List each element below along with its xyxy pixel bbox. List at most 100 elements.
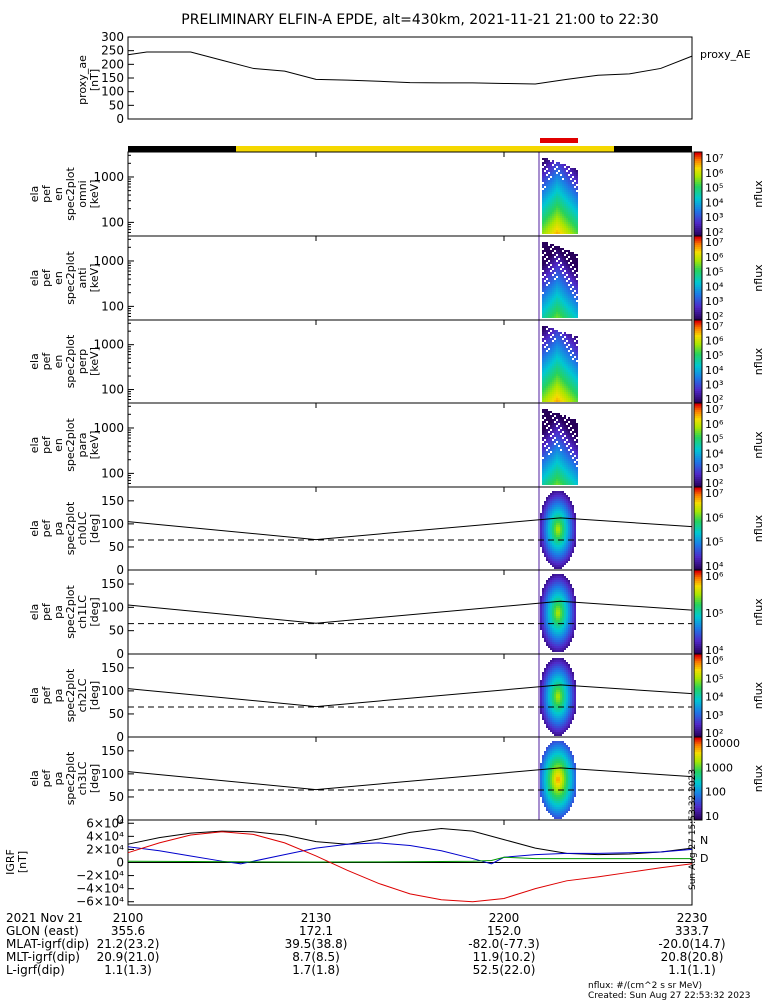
spectrogram-cell: [546, 767, 548, 769]
spectrogram-cell: [558, 358, 560, 360]
spectrogram-cell: [550, 419, 552, 421]
spectrogram-cell: [558, 290, 560, 292]
spectrogram-cell: [574, 178, 576, 180]
spectrogram-cell: [548, 684, 550, 686]
spectrogram-cell: [562, 692, 564, 694]
spectrogram-cell: [554, 586, 556, 588]
spectrogram-cell: [558, 650, 560, 652]
spectrogram-cell: [542, 431, 544, 433]
panel-frame: [127, 653, 693, 738]
spectrogram-cell: [564, 380, 566, 382]
spectrogram-cell: [544, 549, 546, 551]
spectrogram-cell: [570, 513, 572, 515]
spectrogram-cell: [556, 334, 558, 336]
spectrogram-cell: [566, 314, 568, 316]
spectrogram-cell: [552, 380, 554, 382]
spectrogram-cell: [574, 336, 576, 338]
colorbar-cell: [694, 676, 702, 680]
colorbar-cell: [694, 565, 702, 569]
spectrogram-cell: [550, 753, 552, 755]
spectrogram-cell: [558, 807, 560, 809]
spectrogram-cell: [548, 308, 550, 310]
spectrogram-cell: [556, 578, 558, 580]
spectrogram-cell: [572, 704, 574, 706]
spectrogram-cell: [550, 471, 552, 473]
spectrogram-cell: [560, 459, 562, 461]
spectrogram-cell: [556, 344, 558, 346]
spectrogram-cell: [544, 300, 546, 302]
spectrogram-cell: [564, 224, 566, 226]
spectrogram-cell: [556, 805, 558, 807]
spectrogram-cell: [554, 284, 556, 286]
spectrogram-cell: [570, 443, 572, 445]
spectrogram-cell: [554, 306, 556, 308]
spectrogram-cell: [574, 400, 576, 402]
colorbar-cell: [694, 645, 702, 649]
spectrogram-cell: [556, 521, 558, 523]
spectrogram-cell: [568, 292, 570, 294]
spectrogram-cell: [546, 640, 548, 642]
spectrogram-cell: [568, 176, 570, 178]
spectrogram-cell: [540, 700, 542, 702]
colorbar-cell: [694, 595, 702, 598]
spectrogram-cell: [552, 449, 554, 451]
spectrogram-cell: [566, 533, 568, 535]
spectrogram-cell: [566, 702, 568, 704]
spectrogram-cell: [550, 338, 552, 340]
spectrogram-cell: [546, 523, 548, 525]
colorbar-cell: [694, 334, 702, 338]
spectrogram-cell: [558, 551, 560, 553]
spectrogram-cell: [558, 372, 560, 374]
spectrogram-cell: [574, 429, 576, 431]
noise-strip: [538, 403, 540, 487]
spectrogram-cell: [562, 565, 564, 567]
spectrogram-cell: [554, 718, 556, 720]
spectrogram-cell: [556, 590, 558, 592]
spectrogram-cell: [576, 284, 578, 286]
spectrogram-cell: [564, 196, 566, 198]
spectrogram-cell: [572, 700, 574, 702]
spectrogram-cell: [570, 186, 572, 188]
spectrogram-cell: [548, 262, 550, 264]
spectrogram-cell: [568, 356, 570, 358]
spectrogram-cell: [560, 771, 562, 773]
spectrogram-cell: [560, 567, 562, 569]
spectrogram-cell: [542, 797, 544, 799]
spectrogram-cell: [542, 258, 544, 260]
spectrogram-cell: [554, 547, 556, 549]
spectrogram-cell: [548, 170, 550, 172]
spectrogram-cell: [568, 298, 570, 300]
spectrogram-cell: [546, 622, 548, 624]
ylabel-line: en: [52, 271, 65, 285]
spectrogram-cell: [576, 425, 578, 427]
spectrogram-cell: [564, 630, 566, 632]
spectrogram-cell: [560, 598, 562, 600]
colorbar-tick: 10⁶: [705, 654, 724, 667]
ylabel-line: anti: [76, 267, 89, 288]
spectrogram-cell: [558, 580, 560, 582]
spectrogram-cell: [556, 674, 558, 676]
colorbar-cell: [694, 501, 702, 505]
spectrogram-cell: [546, 228, 548, 230]
spectrogram-cell: [546, 674, 548, 676]
spectrogram-cell: [548, 664, 550, 666]
spectrogram-cell: [544, 443, 546, 445]
spectrogram-cell: [572, 463, 574, 465]
spectrogram-cell: [564, 274, 566, 276]
colorbar-cell: [694, 476, 702, 480]
spectrogram-cell: [548, 594, 550, 596]
spectrogram-cell: [556, 252, 558, 254]
spectrogram-cell: [566, 260, 568, 262]
spectrogram-cell: [546, 439, 548, 441]
spectrogram-cell: [558, 718, 560, 720]
spectrogram-cell: [572, 716, 574, 718]
spectrogram-cell: [572, 592, 574, 594]
spectrogram-cell: [544, 751, 546, 753]
spectrogram-cell: [562, 392, 564, 394]
spectrogram-cell: [572, 630, 574, 632]
spectrogram-cell: [554, 469, 556, 471]
spectrogram-cell: [574, 702, 576, 704]
spectrogram-cell: [556, 473, 558, 475]
spectrogram-cell: [564, 580, 566, 582]
spectrogram-cell: [562, 312, 564, 314]
